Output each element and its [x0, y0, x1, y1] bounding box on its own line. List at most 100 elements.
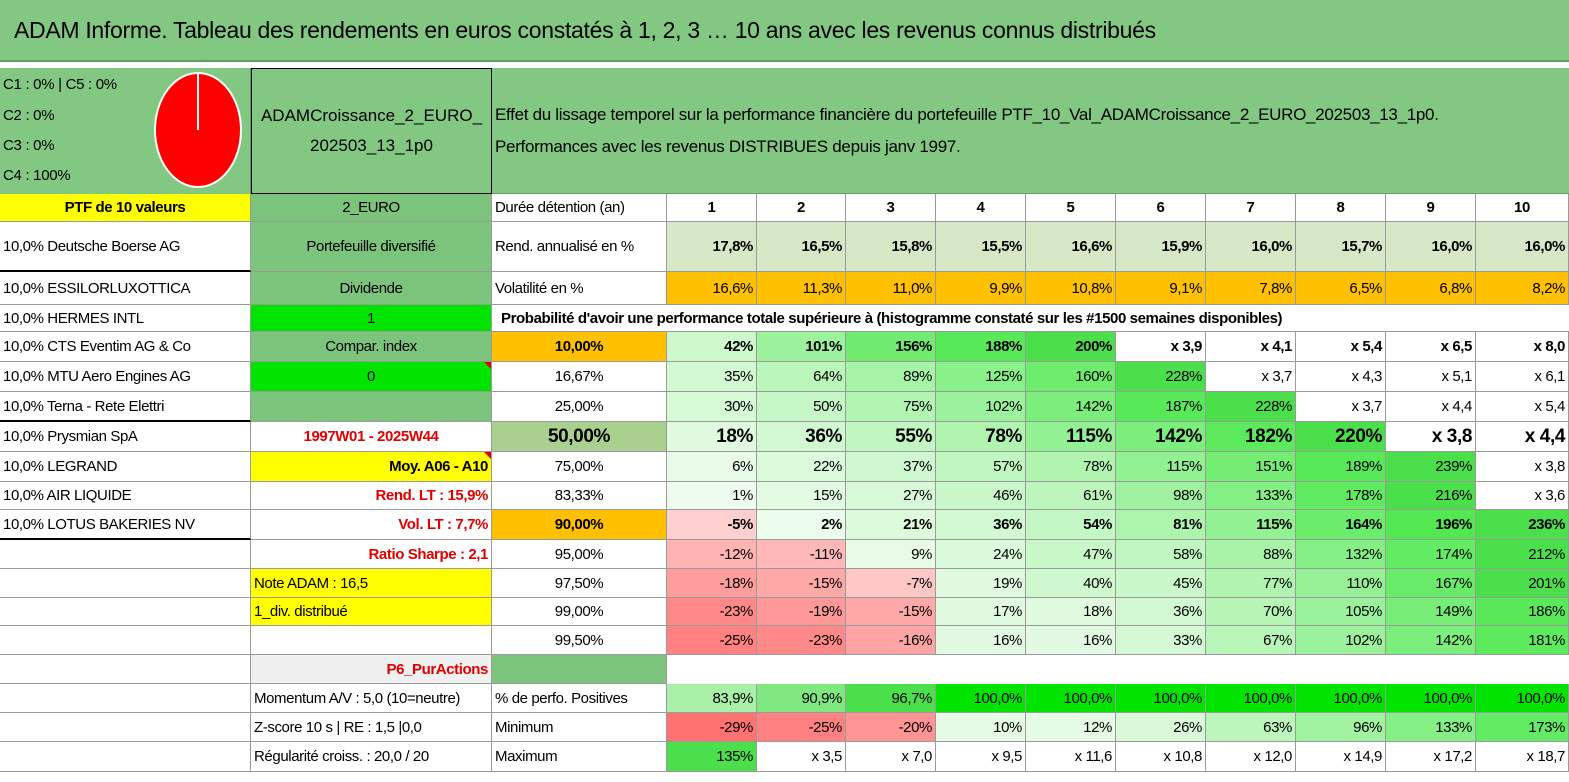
- max-value: x 9,5: [936, 742, 1026, 772]
- page-title: ADAM Informe. Tableau des rendements en …: [0, 0, 1569, 62]
- info-cell: Z-score 10 s | RE : 1,5 |0,0: [251, 713, 492, 742]
- prob-value: 201%: [1476, 569, 1569, 598]
- legend-line: C4 : 100%: [3, 167, 71, 184]
- empty-cell: [0, 540, 251, 569]
- prob-value: 98%: [1116, 482, 1206, 510]
- prob-value: -19%: [757, 598, 846, 626]
- prob-value: 40%: [1026, 569, 1116, 598]
- pos-value: 100,0%: [936, 684, 1026, 713]
- prob-value: 22%: [757, 452, 846, 482]
- min-value: 133%: [1386, 713, 1476, 742]
- rend-value: 17,8%: [667, 222, 757, 272]
- vol-value: 11,3%: [757, 272, 846, 305]
- info-cell: 1_div. distribué: [251, 598, 492, 626]
- prob-value: 89%: [846, 362, 936, 392]
- holding-row: 10,0% CTS Eventim AG & Co: [0, 332, 251, 362]
- prob-value: 16%: [936, 626, 1026, 655]
- prob-value: 36%: [936, 510, 1026, 540]
- year-header: 1: [667, 194, 757, 222]
- vol-value: 10,8%: [1026, 272, 1116, 305]
- header-label: Durée détention (an): [492, 194, 667, 222]
- prob-value: 102%: [1296, 626, 1386, 655]
- prob-value: 37%: [846, 452, 936, 482]
- prob-value: x 3,8: [1476, 452, 1569, 482]
- prob-value: x 5,4: [1296, 332, 1386, 362]
- probability-header: Probabilité d'avoir une performance tota…: [492, 305, 1569, 332]
- info-cell: 1997W01 - 2025W44: [251, 422, 492, 452]
- ptf-label: PTF de 10 valeurs: [0, 194, 251, 222]
- prob-value: 21%: [846, 510, 936, 540]
- info-cell: Rend. LT : 15,9%: [251, 482, 492, 510]
- prob-value: -15%: [846, 598, 936, 626]
- vol-value: 16,6%: [667, 272, 757, 305]
- prob-value: x 3,8: [1386, 422, 1476, 452]
- prob-value: 115%: [1206, 510, 1296, 540]
- year-header: 8: [1296, 194, 1386, 222]
- prob-value: x 3,9: [1116, 332, 1206, 362]
- prob-value: 212%: [1476, 540, 1569, 569]
- prob-value: 54%: [1026, 510, 1116, 540]
- vol-value: 9,1%: [1116, 272, 1206, 305]
- prob-value: 35%: [667, 362, 757, 392]
- prob-value: 18%: [1026, 598, 1116, 626]
- min-value: -20%: [846, 713, 936, 742]
- prob-value: 133%: [1206, 482, 1296, 510]
- legend-line: C3 : 0%: [3, 137, 55, 154]
- prob-value: 18%: [667, 422, 757, 452]
- prob-value: 142%: [1026, 392, 1116, 422]
- prob-value: 24%: [936, 540, 1026, 569]
- pos-value: 100,0%: [1386, 684, 1476, 713]
- prob-value: x 3,7: [1206, 362, 1296, 392]
- prob-value: 88%: [1206, 540, 1296, 569]
- prob-value: 125%: [936, 362, 1026, 392]
- prob-value: 19%: [936, 569, 1026, 598]
- prob-value: -23%: [757, 626, 846, 655]
- prob-value: 27%: [846, 482, 936, 510]
- max-value: x 10,8: [1116, 742, 1206, 772]
- prob-value: 105%: [1296, 598, 1386, 626]
- prob-value: -25%: [667, 626, 757, 655]
- prob-value: 58%: [1116, 540, 1206, 569]
- prob-value: 67%: [1206, 626, 1296, 655]
- prob-value: -11%: [757, 540, 846, 569]
- max-label: Maximum: [492, 742, 667, 772]
- year-header: 4: [936, 194, 1026, 222]
- prob-value: 30%: [667, 392, 757, 422]
- prob-value: 15%: [757, 482, 846, 510]
- rend-value: 16,0%: [1206, 222, 1296, 272]
- min-value: -29%: [667, 713, 757, 742]
- prob-value: x 3,6: [1476, 482, 1569, 510]
- holding-row: 10,0% Deutsche Boerse AG: [0, 222, 251, 272]
- prob-value: 16%: [1026, 626, 1116, 655]
- prob-value: -18%: [667, 569, 757, 598]
- description-line: Effet du lissage temporel sur la perform…: [495, 104, 1439, 124]
- rend-value: 16,5%: [757, 222, 846, 272]
- info-cell: Régularité croiss. : 20,0 / 20: [251, 742, 492, 772]
- prob-value: x 3,7: [1296, 392, 1386, 422]
- prob-value: 57%: [936, 452, 1026, 482]
- prob-value: 64%: [757, 362, 846, 392]
- max-value: x 18,7: [1476, 742, 1569, 772]
- min-value: 96%: [1296, 713, 1386, 742]
- pos-label: % de perfo. Positives: [492, 684, 667, 713]
- portfolio-name-line: 202503_13_1p0: [310, 136, 433, 155]
- holding-row: 10,0% AIR LIQUIDE: [0, 482, 251, 510]
- description-line: Performances avec les revenus DISTRIBUES…: [495, 136, 961, 156]
- vol-value: 11,0%: [846, 272, 936, 305]
- prob-value: 115%: [1116, 452, 1206, 482]
- min-label: Minimum: [492, 713, 667, 742]
- comment-marker: [484, 362, 491, 369]
- year-header: 7: [1206, 194, 1296, 222]
- prob-value: 151%: [1206, 452, 1296, 482]
- prob-value: 200%: [1026, 332, 1116, 362]
- prob-value: 9%: [846, 540, 936, 569]
- vol-value: 6,8%: [1386, 272, 1476, 305]
- prob-value: 1%: [667, 482, 757, 510]
- prob-value: 61%: [1026, 482, 1116, 510]
- empty-cell: [0, 713, 251, 742]
- info-cell: [251, 392, 492, 422]
- pos-value: 100,0%: [1026, 684, 1116, 713]
- prob-value: -5%: [667, 510, 757, 540]
- rend-value: 15,8%: [846, 222, 936, 272]
